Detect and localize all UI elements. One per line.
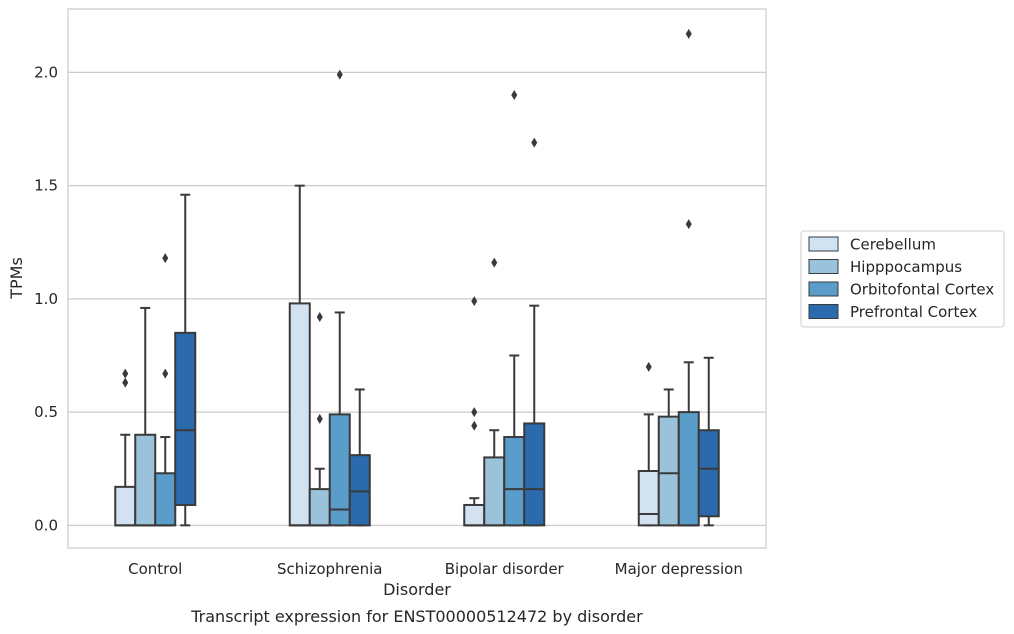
outlier-point — [336, 69, 343, 80]
outlier-point — [685, 28, 692, 39]
y-tick-label: 2.0 — [34, 63, 58, 81]
legend-label: Prefrontal Cortex — [850, 303, 977, 321]
y-tick-label: 0.5 — [34, 403, 58, 421]
box-group — [154, 253, 177, 527]
box — [463, 503, 486, 527]
box-group — [288, 184, 311, 527]
x-tick-label: Bipolar disorder — [445, 560, 565, 578]
y-tick-label: 0.0 — [34, 516, 58, 534]
box — [348, 454, 371, 527]
box-group — [463, 296, 486, 527]
box — [637, 470, 660, 527]
outlier-point — [491, 257, 498, 268]
outlier-point — [471, 296, 478, 307]
legend-label: Cerebellum — [850, 236, 936, 254]
box — [483, 456, 506, 527]
outlier-point — [645, 361, 652, 372]
box — [134, 433, 157, 527]
box-group — [174, 193, 197, 527]
chart-caption: Transcript expression for ENST0000051247… — [190, 607, 643, 626]
x-tick-label: Control — [128, 560, 182, 578]
box — [154, 472, 177, 527]
y-tick-labels: 0.0 0.5 1.0 1.5 2.0 — [34, 63, 58, 534]
outlier-point — [511, 90, 518, 101]
box — [308, 488, 331, 527]
y-axis-label: TPMs — [7, 257, 26, 300]
x-tick-label: Schizophrenia — [277, 560, 382, 578]
box-group — [134, 306, 157, 527]
boxes — [114, 28, 720, 527]
box — [288, 302, 311, 527]
outlier-point — [162, 253, 169, 264]
box-group — [523, 137, 546, 527]
y-tick-label: 1.0 — [34, 290, 58, 308]
outlier-point — [122, 368, 129, 379]
box — [677, 411, 700, 527]
x-tick-label: Major depression — [615, 560, 743, 578]
x-tick-labels: Control Schizophrenia Bipolar disorder Majo… — [128, 560, 743, 578]
outlier-point — [471, 407, 478, 418]
box — [174, 331, 197, 506]
outlier-point — [122, 377, 129, 388]
box — [657, 415, 680, 527]
box — [503, 436, 526, 527]
outlier-point — [531, 137, 538, 148]
box — [114, 485, 137, 527]
outlier-point — [316, 312, 323, 322]
legend: Cerebellum Hipppocampus Orbitofontal Corte… — [800, 230, 1005, 328]
outlier-point — [316, 413, 323, 424]
y-tick-label: 1.5 — [34, 177, 58, 195]
box-group — [697, 356, 720, 527]
legend-label: Hipppocampus — [850, 258, 962, 276]
box — [523, 422, 546, 527]
box-group — [348, 388, 371, 527]
outlier-point — [685, 219, 692, 230]
legend-frame — [800, 230, 1005, 328]
legend-label: Orbitofontal Cortex — [850, 281, 994, 299]
legend-swatch — [808, 236, 839, 252]
box — [697, 429, 720, 518]
x-axis-label: Disorder — [383, 580, 451, 599]
box-group — [677, 28, 700, 527]
outlier-point — [162, 368, 169, 379]
legend-swatch — [808, 281, 839, 297]
legend-swatch — [808, 259, 839, 274]
legend-swatch — [808, 304, 839, 319]
outlier-point — [471, 420, 478, 431]
box-group — [637, 361, 660, 527]
box-group — [114, 368, 137, 527]
